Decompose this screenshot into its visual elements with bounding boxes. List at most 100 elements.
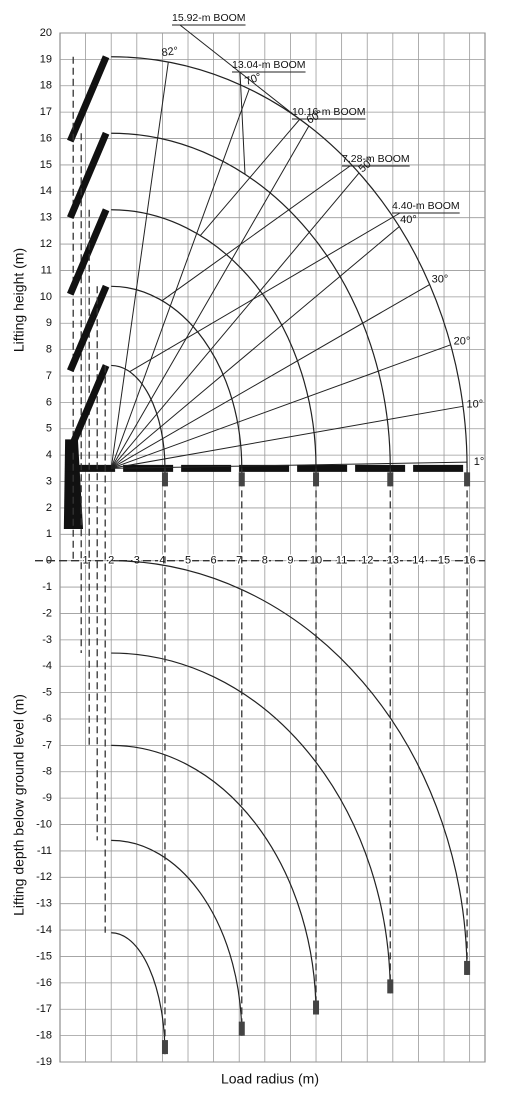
hook <box>238 1021 245 1036</box>
angle-ray <box>110 62 169 469</box>
label-leader <box>239 71 246 175</box>
y-tick-label: 5 <box>46 423 52 435</box>
y-tick-label: 7 <box>46 370 52 382</box>
angle-label: 30° <box>432 273 449 285</box>
x-tick-label: 5 <box>185 555 191 567</box>
y-tick-label: 13 <box>40 212 52 224</box>
y-tick-label: -6 <box>42 713 52 725</box>
y-tick-label: 6 <box>46 396 52 408</box>
x-tick-label: 4 <box>159 555 165 567</box>
angle-ray <box>110 284 430 469</box>
y-tick-label: -10 <box>36 818 52 830</box>
angle-ray <box>111 461 468 469</box>
x-tick-label: 11 <box>336 555 347 567</box>
label-leader <box>161 165 351 302</box>
y-tick-label: 16 <box>40 132 52 144</box>
y-tick-label: -3 <box>42 634 52 646</box>
boom-section <box>67 131 110 220</box>
y-tick-label: 12 <box>40 238 52 250</box>
hook <box>238 472 245 487</box>
angle-label: 70° <box>243 71 263 88</box>
y-tick-label: -16 <box>36 977 52 989</box>
x-tick-label: 1 <box>83 555 89 567</box>
depth-curve <box>111 839 243 1036</box>
boom-label: 13.04-m BOOM <box>232 59 306 71</box>
boom-section <box>67 284 110 373</box>
boom-label: 4.40-m BOOM <box>392 200 460 212</box>
x-tick-label: 15 <box>438 555 450 567</box>
y-tick-label: -18 <box>36 1030 52 1042</box>
y-tick-label: 20 <box>40 27 52 39</box>
y-tick-label: 3 <box>46 475 52 487</box>
x-tick-label: 16 <box>464 555 476 567</box>
angle-ray <box>110 172 360 469</box>
hook <box>387 472 394 487</box>
hook <box>161 1040 168 1055</box>
boom-label: 7.28-m BOOM <box>342 153 410 165</box>
x-tick-label: 14 <box>412 555 424 567</box>
y-tick-label: -8 <box>42 766 52 778</box>
plot-frame <box>59 32 486 1063</box>
y-tick-label: -5 <box>42 687 52 699</box>
hook <box>464 960 471 975</box>
x-tick-label: 7 <box>236 555 242 567</box>
hook <box>387 979 394 994</box>
y-tick-label: -13 <box>36 898 52 910</box>
boom-label: 15.92-m BOOM <box>172 12 246 24</box>
x-tick-label: 9 <box>287 555 293 567</box>
x-tick-label: 8 <box>262 555 268 567</box>
angle-ray <box>110 125 310 469</box>
y-tick-label: 18 <box>40 80 52 92</box>
depth-curve <box>111 744 317 1015</box>
hook <box>313 472 320 487</box>
angle-ray <box>110 226 400 469</box>
angle-ray <box>110 88 250 469</box>
label-leader <box>199 118 301 236</box>
y-axis-title-below: Lifting depth below ground level (m) <box>11 694 27 916</box>
y-tick-label: 1 <box>46 528 52 540</box>
angle-label: 20° <box>454 335 471 347</box>
y-tick-label: 9 <box>46 317 52 329</box>
depth-curve <box>111 560 468 975</box>
y-tick-label: -14 <box>36 924 52 936</box>
x-tick-label: 12 <box>361 555 373 567</box>
y-tick-label: -9 <box>42 792 52 804</box>
angle-label: 82° <box>161 45 179 59</box>
hook <box>161 472 168 487</box>
label-leader <box>129 212 401 373</box>
x-tick-label: 13 <box>387 555 399 567</box>
angle-ray <box>111 405 464 469</box>
crane-base <box>63 439 84 530</box>
x-axis-title: Load radius (m) <box>221 1071 319 1087</box>
y-tick-label: 19 <box>40 53 52 65</box>
boom-section <box>67 208 110 296</box>
depth-curve <box>111 932 166 1055</box>
y-tick-label: -17 <box>36 1003 52 1015</box>
boom-arc <box>111 56 468 469</box>
boom-section <box>67 55 110 143</box>
label-leader <box>179 24 298 118</box>
y-tick-label: 17 <box>40 106 52 118</box>
y-tick-label: 2 <box>46 502 52 514</box>
y-tick-label: 11 <box>41 264 52 276</box>
y-tick-label: -19 <box>36 1056 52 1068</box>
y-tick-label: -7 <box>42 739 52 751</box>
angle-label: 10° <box>467 398 484 410</box>
y-tick-label: -15 <box>36 950 52 962</box>
depth-curve <box>111 652 391 994</box>
y-tick-label: -1 <box>42 581 52 593</box>
hook <box>464 472 471 487</box>
y-tick-label: -4 <box>42 660 52 672</box>
angle-label: 40° <box>400 214 417 226</box>
angle-label: 1° <box>474 456 485 468</box>
boom-arc <box>111 285 243 469</box>
boom-section <box>67 364 110 452</box>
y-tick-label: 10 <box>40 291 52 303</box>
boom-arc <box>111 132 391 469</box>
boom-arc <box>111 209 317 469</box>
y-tick-label: 14 <box>40 185 52 197</box>
y-tick-label: -12 <box>36 871 52 883</box>
boom-arc <box>111 364 166 469</box>
hook <box>313 1000 320 1015</box>
